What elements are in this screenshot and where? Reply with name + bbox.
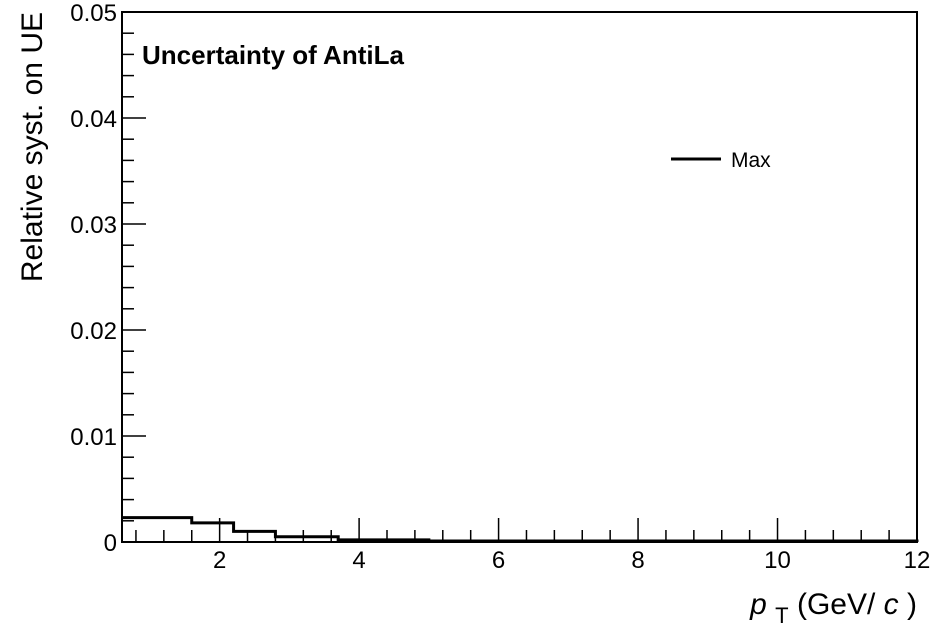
legend-label-max: Max xyxy=(731,149,771,172)
y-tick-label: 0.01 xyxy=(70,424,117,451)
series-layer xyxy=(122,516,919,543)
series-line-max xyxy=(122,516,919,543)
chart-title: Uncertainty of AntiLa xyxy=(142,40,404,70)
x-axis-title-unit-var: c xyxy=(884,588,899,621)
y-tick-label: 0.04 xyxy=(70,106,117,133)
x-axis-title-unit-post: ) xyxy=(907,588,917,621)
x-tick-label: 2 xyxy=(213,547,226,574)
x-axis-title-unit-pre: (GeV/ xyxy=(797,588,876,621)
x-axis-title-var: p xyxy=(749,588,767,621)
x-axis-title-sub: T xyxy=(775,603,788,628)
y-tick-label: 0 xyxy=(104,530,117,557)
x-tick-label: 4 xyxy=(352,547,365,574)
x-axis-title: p T (GeV/ c ) xyxy=(749,588,917,630)
y-axis-ticks: 0 0.01 0.02 0.03 0.04 0.05 xyxy=(70,0,146,557)
x-tick-label: 12 xyxy=(904,547,931,574)
y-tick-label: 0.03 xyxy=(70,212,117,239)
x-tick-label: 6 xyxy=(492,547,505,574)
y-tick-label: 0.02 xyxy=(70,318,117,345)
y-tick-label: 0.05 xyxy=(70,0,117,27)
legend: Max xyxy=(671,149,771,172)
x-axis-ticks: 2 4 6 8 10 12 xyxy=(135,518,931,574)
x-tick-label: 10 xyxy=(764,547,791,574)
x-tick-label: 8 xyxy=(631,547,644,574)
y-axis-title: Relative syst. on UE xyxy=(16,12,49,282)
